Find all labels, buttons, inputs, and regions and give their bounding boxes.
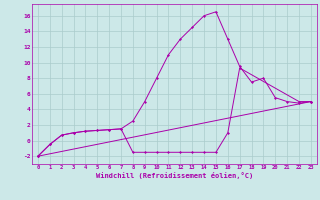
X-axis label: Windchill (Refroidissement éolien,°C): Windchill (Refroidissement éolien,°C) [96, 172, 253, 179]
